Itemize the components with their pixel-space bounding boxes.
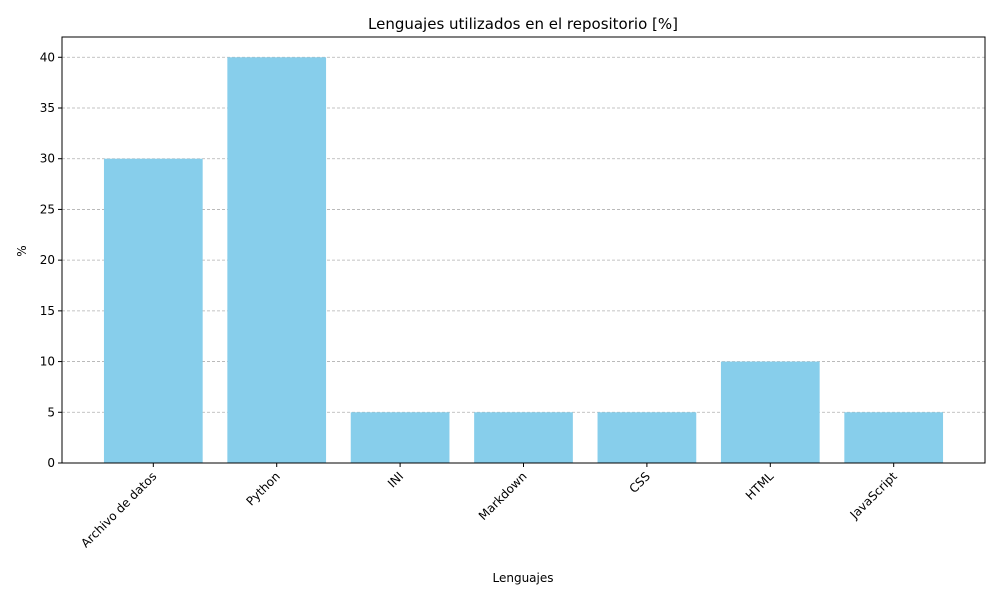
- bar-archivo-de-datos: [103, 158, 203, 463]
- y-tick-label-10: 10: [40, 355, 55, 369]
- x-tick-label-ini: INI: [385, 469, 406, 490]
- bars: [103, 57, 944, 464]
- x-tick-label-archivo-de-datos: Archivo de datos: [78, 469, 159, 550]
- y-tick-label-15: 15: [40, 304, 55, 318]
- x-tick-label-javascript: JavaScript: [847, 469, 900, 522]
- y-tick-label-30: 30: [40, 152, 55, 166]
- x-ticks: Archivo de datos Python INI Markdown CSS HTML…: [78, 463, 900, 550]
- bar-ini: [350, 412, 450, 463]
- x-tick-label-python: Python: [244, 469, 283, 508]
- x-tick-label-css: CSS: [626, 469, 653, 496]
- y-tick-label-25: 25: [40, 202, 55, 216]
- bar-html: [720, 361, 820, 463]
- bar-markdown: [474, 412, 573, 463]
- y-axis-label: %: [15, 245, 29, 256]
- y-tick-label-0: 0: [47, 456, 55, 470]
- x-axis-label: Lenguajes: [492, 571, 553, 585]
- x-tick-label-html: HTML: [743, 469, 777, 503]
- chart-title: Lenguajes utilizados en el repositorio […: [368, 15, 678, 33]
- bar-css: [597, 412, 697, 463]
- bar-javascript: [844, 412, 944, 463]
- bar-python: [227, 57, 327, 464]
- y-tick-label-40: 40: [40, 50, 55, 64]
- x-tick-label-markdown: Markdown: [476, 469, 530, 523]
- y-tick-label-5: 5: [47, 405, 55, 419]
- y-tick-label-35: 35: [40, 101, 55, 115]
- y-tick-label-20: 20: [40, 253, 55, 267]
- y-ticks: 0 5 10 15 20 25 30 35 40: [40, 50, 62, 470]
